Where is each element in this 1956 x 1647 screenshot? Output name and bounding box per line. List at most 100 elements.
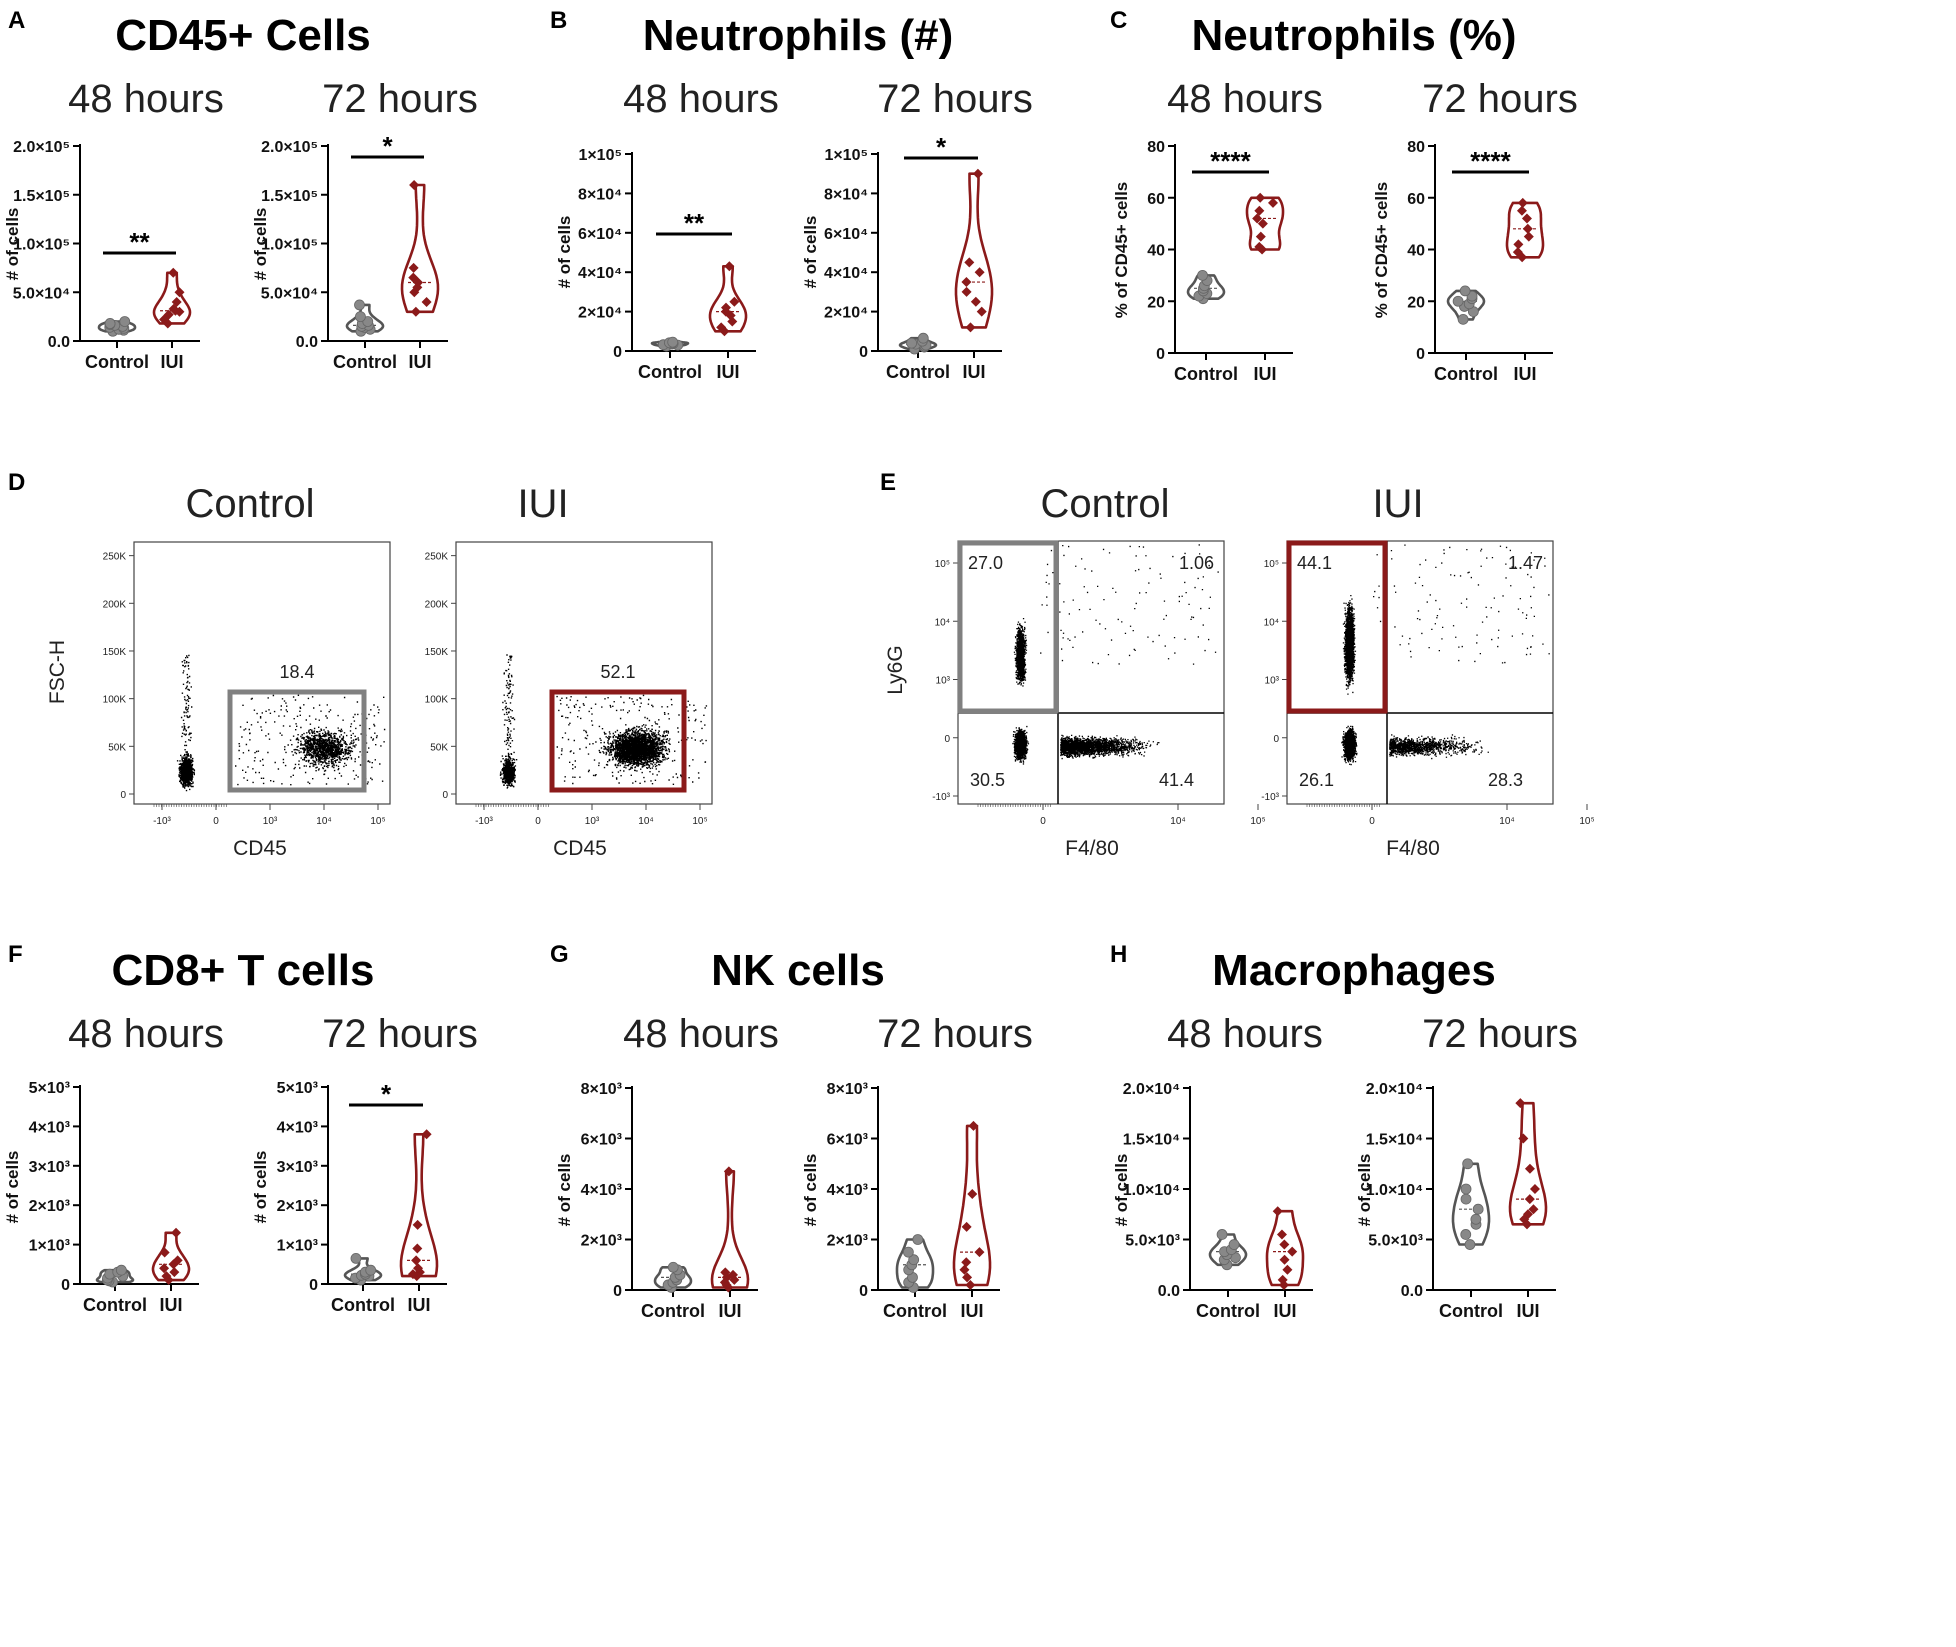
violin-shape-iui — [1508, 1101, 1548, 1226]
data-point — [409, 180, 420, 190]
flow-panel-E: E Control -10³ 0 10³ 10⁴ 10⁵ 0 10⁴ 10⁵ F4/80 Ly6G 27… — [880, 469, 1595, 860]
y-tick-label: 5×10³ — [29, 1080, 70, 1097]
y-tick-label: 10³ — [936, 676, 951, 687]
data-point — [1287, 1246, 1298, 1257]
data-point — [724, 261, 735, 272]
x-tick-label: 10⁴ — [638, 816, 653, 827]
data-point — [104, 318, 116, 329]
data-point — [412, 1219, 423, 1230]
y-tick-label: 1×10⁵ — [824, 147, 868, 164]
data-point — [729, 296, 740, 307]
subchart-title: 72 hours — [877, 1012, 1033, 1056]
y-tick-label: 10⁴ — [1264, 617, 1279, 628]
y-tick-label: 0 — [120, 790, 126, 801]
x-axis-label: F4/80 — [1386, 837, 1440, 860]
category-label: IUI — [159, 1295, 182, 1315]
y-tick-label: 0.0 — [296, 334, 318, 351]
data-point — [1276, 1229, 1287, 1240]
violin-control — [1446, 285, 1486, 325]
x-tick-label: 0 — [535, 816, 541, 827]
y-tick-label: 1.0×10⁵ — [261, 237, 318, 254]
violin-control — [650, 336, 690, 352]
data-point — [1460, 1183, 1472, 1195]
quadrant-lr: 28.3 — [1488, 770, 1523, 790]
gate-percent: 52.1 — [600, 662, 635, 682]
y-tick-label: 2.0×10⁵ — [13, 139, 70, 156]
violin-control — [343, 1252, 383, 1286]
data-point — [1517, 197, 1528, 208]
panel-F: F CD8+ T cells 48 hours 0 1×10³ 2×10³ 3×10³ 4×1… — [3, 941, 478, 1315]
panel-label: B — [550, 7, 567, 34]
y-axis-label: # of cells — [3, 208, 22, 281]
data-point — [976, 306, 987, 317]
y-axis-label: Ly6G — [884, 645, 907, 694]
y-tick-label: 8×10³ — [581, 1081, 622, 1098]
y-tick-label: 200K — [425, 599, 449, 610]
subchart-48-hours: 48 hours 0.0 5.0×10⁴ 1.0×10⁵ 1.5×10⁵ 2.0×10⁵ #… — [3, 77, 224, 372]
data-point — [967, 1189, 978, 1200]
y-tick-label: 100K — [103, 695, 127, 706]
violin-control — [1208, 1229, 1248, 1271]
data-point — [408, 262, 419, 273]
data-point — [1524, 1194, 1535, 1205]
y-tick-label: 2×10³ — [827, 1233, 868, 1250]
panel-label: G — [550, 941, 569, 968]
data-point — [1460, 1193, 1472, 1205]
subchart-72-hours: 72 hours 0 1×10³ 2×10³ 3×10³ 4×10³ 5×10³ # of c… — [251, 1012, 478, 1315]
x-tick-label: 10⁴ — [1170, 816, 1185, 827]
y-tick-label: 4×10³ — [277, 1119, 318, 1136]
y-axis-label: # of cells — [1355, 1154, 1374, 1227]
data-point — [1523, 231, 1534, 242]
flow-plot-iui: IUI -10³ 0 10³ 10⁴ 10⁵ 0 10⁴ 10⁵ F4/80 44.1 1.47 26.… — [1261, 482, 1594, 860]
quadrant-ll: 26.1 — [1299, 770, 1334, 790]
subchart-title: 48 hours — [1167, 1012, 1323, 1056]
data-point — [119, 316, 131, 327]
x-axis-label: CD45 — [553, 837, 607, 860]
gate-percent: 18.4 — [279, 662, 314, 682]
y-tick-label: 0 — [613, 344, 622, 361]
x-axis-label: F4/80 — [1065, 837, 1119, 860]
data-point — [1522, 1209, 1533, 1220]
data-point — [1460, 1229, 1472, 1240]
data-point — [912, 1234, 924, 1245]
data-point — [421, 297, 432, 307]
y-axis-label: # of cells — [801, 216, 820, 289]
x-tick-label: 10⁵ — [1579, 816, 1594, 827]
panel-H: H Macrophages 48 hours 0.0 5.0×10³ 1.0×10⁴ 1.5… — [1110, 941, 1578, 1321]
y-tick-label: 200K — [103, 599, 127, 610]
y-tick-label: 6×10³ — [581, 1132, 622, 1149]
y-tick-label: 10⁵ — [1264, 559, 1279, 570]
data-point — [1279, 1239, 1290, 1250]
subchart-72-hours: 72 hours 0 20 40 60 80 % of CD45+ cells Control… — [1372, 77, 1578, 384]
y-tick-label: 10⁴ — [935, 617, 950, 628]
data-point — [959, 1264, 970, 1275]
y-tick-label: 0 — [859, 344, 868, 361]
y-tick-label: 1.5×10⁵ — [261, 188, 318, 205]
significance-stars: * — [382, 131, 393, 161]
panel-label: F — [8, 941, 23, 968]
significance-stars: * — [936, 132, 947, 162]
data-point — [354, 299, 365, 311]
violin-iui — [151, 1227, 191, 1286]
y-axis-label: # of cells — [251, 1151, 270, 1224]
y-tick-label: 6×10⁴ — [824, 226, 868, 243]
data-point — [968, 1120, 979, 1131]
x-tick-label: 0 — [1040, 816, 1046, 827]
data-point — [961, 277, 972, 288]
data-point — [908, 1254, 920, 1266]
quadrant-ll: 30.5 — [970, 770, 1005, 790]
y-tick-label: 0.0 — [1158, 1283, 1180, 1300]
y-tick-label: 2.0×10⁵ — [261, 139, 318, 156]
data-point — [159, 1263, 170, 1274]
y-tick-label: 2×10³ — [581, 1233, 622, 1250]
panel-title: Macrophages — [1212, 946, 1496, 995]
data-point — [1515, 1098, 1526, 1109]
flow-plot-iui: IUI 0 50K 100K 150K 200K 250K -10³ 0 10³ 10⁴ 10⁵ CD4… — [425, 482, 713, 860]
panel-title: Neutrophils (#) — [643, 11, 953, 60]
y-tick-label: 20 — [1147, 294, 1165, 311]
category-label: IUI — [160, 352, 183, 372]
y-tick-label: 0 — [1416, 346, 1425, 363]
category-label: Control — [886, 362, 950, 382]
data-point — [1470, 1213, 1482, 1225]
plot-frame — [133, 541, 391, 805]
